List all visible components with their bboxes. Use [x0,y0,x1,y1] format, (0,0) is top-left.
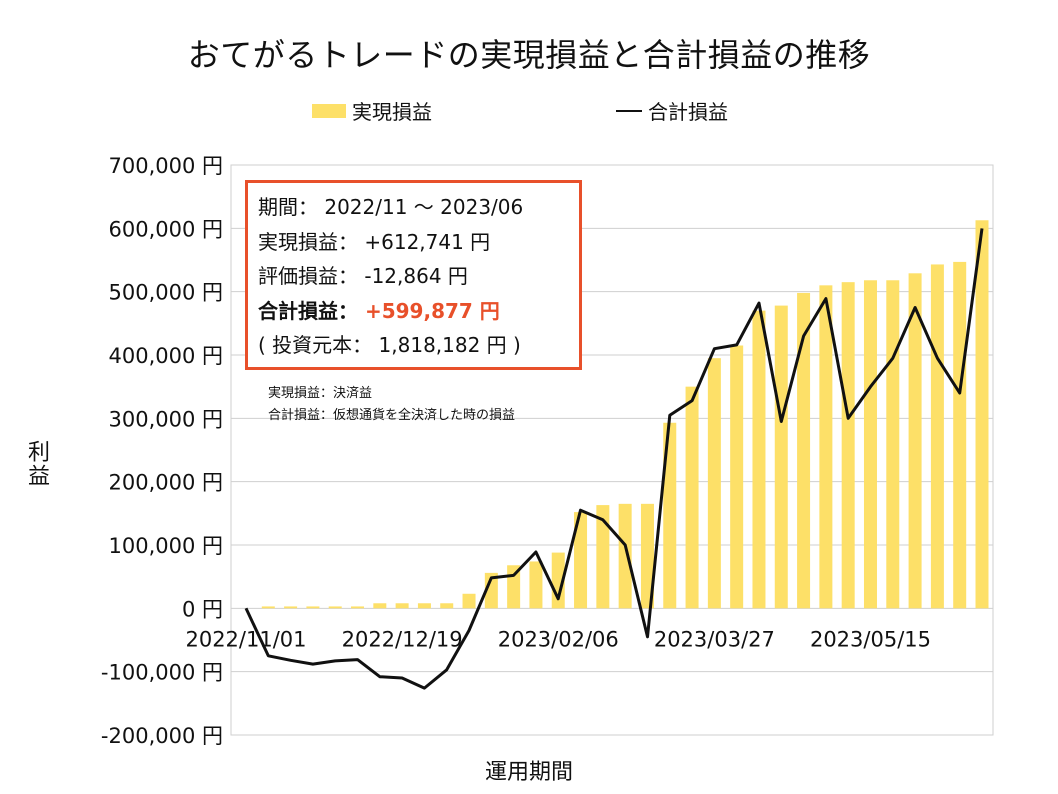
bar-realized [663,422,677,609]
realized-row: 実現損益： +612,741 円 [258,225,569,260]
principal-value: 1,818,182 円 [378,333,507,357]
total-label: 合計損益： [258,298,358,323]
bar-realized [975,220,989,609]
principal-open: ( 投資元本： [258,333,373,357]
bar-realized [351,606,365,609]
bar-realized [529,561,543,609]
bar-realized [306,606,320,609]
legend-item-realized: 実現損益 [312,96,432,125]
legend-line-swatch [616,109,642,112]
bar-realized [841,282,855,609]
bar-realized [261,606,275,609]
bar-realized [574,512,588,609]
y-tick-label: 500,000 円 [108,281,223,305]
x-axis-label: 運用期間 [484,760,573,785]
unrealized-label: 評価損益： [258,264,358,288]
bar-realized [953,261,967,609]
legend: 実現損益 合計損益 [0,96,1058,126]
y-tick-label: -200,000 円 [101,724,223,748]
bar-realized [640,503,654,609]
x-tick-label: 2023/03/27 [654,627,775,651]
bar-realized [284,606,298,609]
bar-realized [462,593,476,609]
bar-realized [819,285,833,609]
bar-realized [373,603,387,609]
unrealized-row: 評価損益： -12,864 円 [258,259,569,294]
bar-realized [774,305,788,609]
x-tick-label: 2022/12/19 [342,627,463,651]
line-total [244,228,984,690]
bar-realized [596,505,610,609]
y-tick-label: 0 円 [182,597,223,621]
chart-title: おてがるトレードの実現損益と合計損益の推移 [187,36,871,74]
y-tick-label: 300,000 円 [108,407,223,431]
legend-item-total: 合計損益 [616,96,728,125]
bar-realized [440,603,454,609]
bar-realized [618,503,632,609]
note-total: 合計損益：仮想通貨を全決済した時の損益 [268,408,516,423]
period-value: 2022/11 ～ 2023/06 [324,195,524,219]
bar-realized [752,310,766,609]
total-value: +599,877 円 [364,298,500,323]
period-label: 期間： [258,195,318,219]
y-axis-label: 利益 [24,440,49,488]
y-tick-label: 400,000 円 [108,344,223,368]
bar-realized [797,292,811,609]
note-realized: 実現損益：決済益 [268,386,373,401]
period-row: 期間： 2022/11 ～ 2023/06 [258,190,569,225]
bar-realized [328,606,342,609]
notes: 実現損益：決済益 合計損益：仮想通貨を全決済した時の損益 [268,383,515,427]
bar-realized [707,358,721,609]
realized-label: 実現損益： [258,229,358,254]
bar-realized [730,345,744,609]
y-tick-label: 700,000 円 [108,154,223,178]
x-tick-label: 2023/05/15 [810,627,931,651]
legend-total-label: 合計損益 [648,100,728,124]
summary-box: 期間： 2022/11 ～ 2023/06 実現損益： +612,741 円 評… [245,180,582,370]
bar-realized [886,280,900,609]
unrealized-value: -12,864 円 [364,264,468,288]
principal-row: ( 投資元本： 1,818,182 円 ) [258,328,569,363]
y-tick-label: -100,000 円 [101,661,223,685]
bar-realized [395,603,409,609]
x-tick-label: 2022/11/01 [185,627,306,651]
y-tick-label: 600,000 円 [108,217,223,241]
legend-realized-label: 実現損益 [352,100,432,124]
total-row: 合計損益： +599,877 円 [258,294,569,329]
bar-realized [685,386,699,609]
bar-realized [930,264,944,609]
principal-close: ) [513,333,521,357]
bar-realized [908,273,922,609]
y-tick-label: 100,000 円 [108,534,223,558]
bar-realized [863,280,877,609]
legend-bar-swatch [312,103,346,118]
bar-realized [417,603,431,609]
x-tick-label: 2023/02/06 [498,627,619,651]
y-tick-label: 200,000 円 [108,471,223,495]
realized-value: +612,741 円 [364,229,491,254]
